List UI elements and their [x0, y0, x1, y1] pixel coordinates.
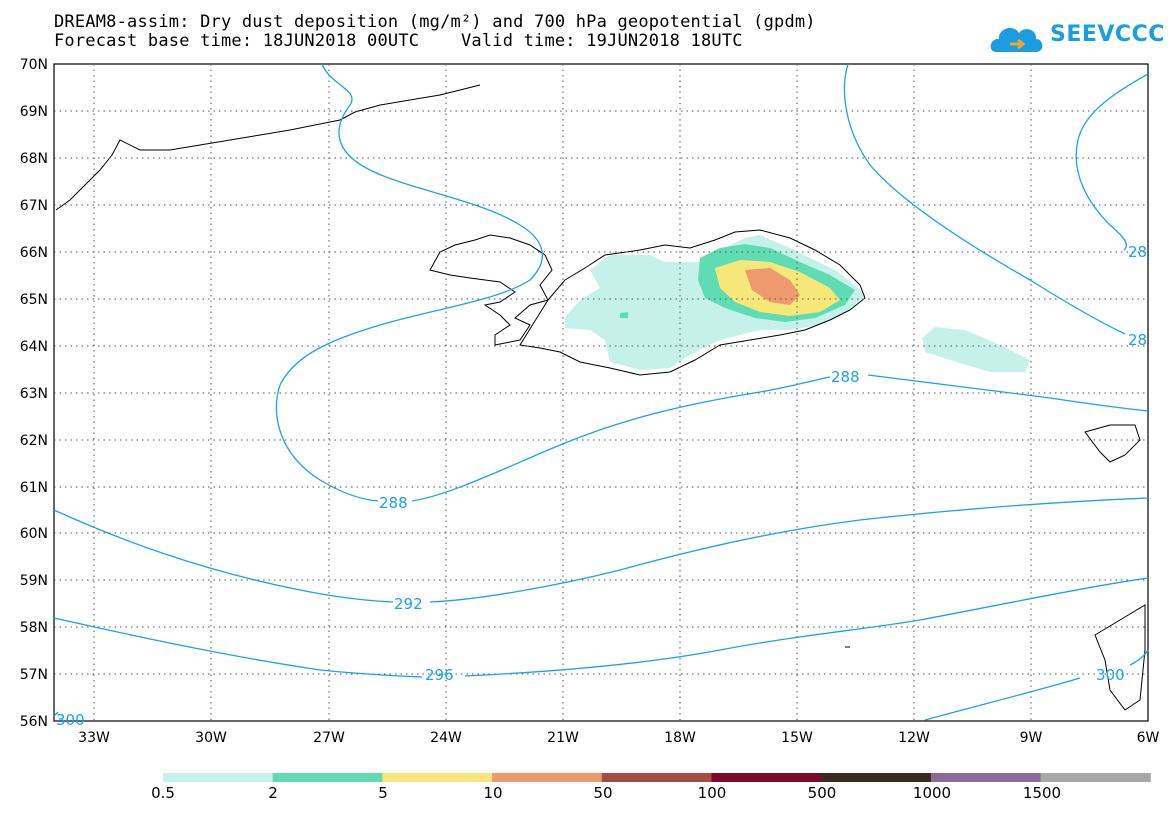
lon-label: 33W	[78, 730, 110, 746]
lat-label: 70N	[20, 57, 48, 73]
legend-color-bar	[163, 773, 1151, 782]
contour-label: 288	[379, 494, 408, 512]
legend-label: 1500	[1022, 784, 1062, 802]
legend-swatch	[930, 773, 1042, 782]
lat-label: 62N	[20, 433, 48, 449]
map-title: DREAM8-assim: Dry dust deposition (mg/m²…	[54, 12, 816, 32]
logo-text: SEEVCCC	[1050, 22, 1165, 47]
contour-label: 296	[425, 666, 454, 684]
longitude-labels: 33W 30W 27W 24W 21W 18W 15W 12W 9W 6W	[78, 730, 1159, 746]
lon-label: 27W	[313, 730, 345, 746]
lat-label: 63N	[20, 386, 48, 402]
contour-labels: 288 288 28 28 292 296 300 300	[56, 243, 1147, 729]
lat-label: 64N	[20, 339, 48, 355]
lat-label: 68N	[20, 151, 48, 167]
lat-label: 57N	[20, 667, 48, 683]
legend-swatch	[1040, 773, 1151, 782]
legend-swatch	[272, 773, 383, 782]
legend-label: 2	[268, 784, 278, 802]
legend-swatch	[821, 773, 932, 782]
contour-label: 28	[1128, 331, 1147, 349]
map-subtitle: Forecast base time: 18JUN2018 00UTC Vali…	[54, 31, 743, 51]
lon-label: 9W	[1020, 730, 1043, 746]
latitude-labels: 70N 69N 68N 67N 66N 65N 64N 63N 62N 61N …	[20, 57, 48, 730]
contour-label: 288	[831, 368, 860, 386]
lat-label: 65N	[20, 292, 48, 308]
contour-label: 28	[1128, 243, 1147, 261]
geopotential-contours	[53, 63, 1149, 721]
legend-label: 5	[378, 784, 388, 802]
legend-swatch	[601, 773, 712, 782]
legend-label: 0.5	[151, 784, 175, 802]
contour-label: 300	[56, 711, 85, 729]
graticule	[54, 64, 1148, 721]
dust-deposition-shading	[565, 235, 1030, 372]
lat-label: 61N	[20, 480, 48, 496]
lon-label: 24W	[430, 730, 462, 746]
lon-label: 12W	[898, 730, 930, 746]
legend-label: 10	[483, 784, 503, 802]
lon-label: 21W	[547, 730, 579, 746]
lat-label: 56N	[20, 714, 48, 730]
lat-label: 59N	[20, 573, 48, 589]
lat-label: 67N	[20, 198, 48, 214]
lon-label: 18W	[664, 730, 696, 746]
contour-label: 292	[394, 595, 423, 613]
legend-swatch	[382, 773, 493, 782]
lat-label: 69N	[20, 104, 48, 120]
lon-label: 30W	[195, 730, 227, 746]
legend-label: 50	[593, 784, 613, 802]
legend-label: 500	[807, 784, 837, 802]
legend-swatch	[492, 773, 603, 782]
legend-label: 1000	[912, 784, 952, 802]
legend-swatch	[163, 773, 274, 782]
legend-swatch	[711, 773, 822, 782]
lat-label: 58N	[20, 620, 48, 636]
coastlines	[55, 84, 1146, 711]
lon-label: 15W	[781, 730, 813, 746]
lat-label: 60N	[20, 526, 48, 542]
lat-label: 66N	[20, 245, 48, 261]
lon-label: 6W	[1137, 730, 1160, 746]
legend-label: 100	[697, 784, 727, 802]
cloud-icon	[990, 28, 1043, 52]
contour-label: 300	[1096, 666, 1125, 684]
